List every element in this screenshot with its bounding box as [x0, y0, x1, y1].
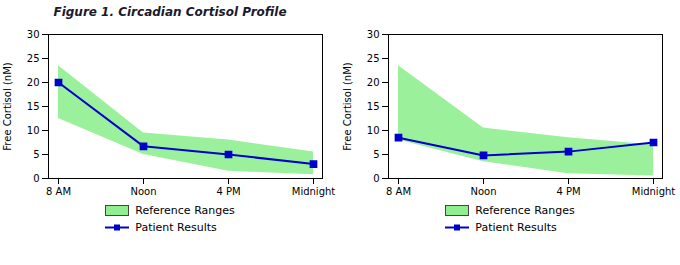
- svg-text:Free Cortisol (nM): Free Cortisol (nM): [342, 62, 353, 150]
- svg-text:8 AM: 8 AM: [46, 186, 71, 197]
- svg-text:8 AM: 8 AM: [386, 186, 411, 197]
- svg-text:Midnight: Midnight: [632, 186, 676, 197]
- svg-text:5: 5: [373, 149, 379, 160]
- svg-text:20: 20: [27, 77, 40, 88]
- svg-text:15: 15: [367, 101, 380, 112]
- html-text:Patient Results: Patient Results: [475, 221, 557, 234]
- svg-text:Noon: Noon: [130, 186, 156, 197]
- svg-text:4 PM: 4 PM: [216, 186, 240, 197]
- svg-text:0: 0: [33, 173, 39, 184]
- html-text:Patient Results: Patient Results: [135, 221, 217, 234]
- html-text:Reference Ranges: Reference Ranges: [135, 204, 235, 217]
- html-text:Reference Ranges: Reference Ranges: [475, 204, 575, 217]
- svg-text:15: 15: [27, 101, 40, 112]
- html-text:Figure 1. Circadian Cortisol P: Figure 1. Circadian Cortisol Profile: [53, 5, 287, 19]
- svg-text:0: 0: [373, 173, 379, 184]
- svg-text:20: 20: [367, 77, 380, 88]
- svg-text:10: 10: [367, 125, 380, 136]
- svg-text:25: 25: [27, 53, 40, 64]
- svg-text:25: 25: [367, 53, 380, 64]
- svg-text:Noon: Noon: [470, 186, 496, 197]
- svg-text:30: 30: [367, 29, 380, 40]
- svg-text:10: 10: [27, 125, 40, 136]
- svg-text:Midnight: Midnight: [292, 186, 336, 197]
- svg-text:Free Cortisol (nM): Free Cortisol (nM): [2, 62, 13, 150]
- svg-text:4 PM: 4 PM: [556, 186, 580, 197]
- svg-text:5: 5: [33, 149, 39, 160]
- svg-text:30: 30: [27, 29, 40, 40]
